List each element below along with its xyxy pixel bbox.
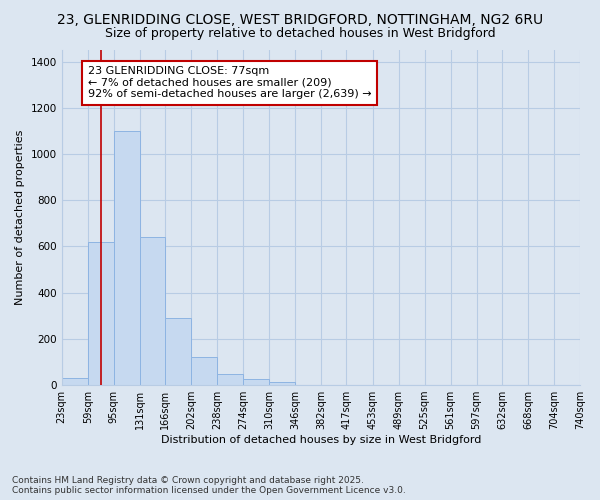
Bar <box>114 131 140 385</box>
Bar <box>243 380 269 385</box>
Bar <box>269 382 295 385</box>
Text: Size of property relative to detached houses in West Bridgford: Size of property relative to detached ho… <box>104 28 496 40</box>
Text: Contains HM Land Registry data © Crown copyright and database right 2025.
Contai: Contains HM Land Registry data © Crown c… <box>12 476 406 495</box>
Text: 23 GLENRIDDING CLOSE: 77sqm
← 7% of detached houses are smaller (209)
92% of sem: 23 GLENRIDDING CLOSE: 77sqm ← 7% of deta… <box>88 66 371 100</box>
Bar <box>62 378 88 385</box>
Bar <box>165 318 191 385</box>
Bar <box>217 374 243 385</box>
Text: 23, GLENRIDDING CLOSE, WEST BRIDGFORD, NOTTINGHAM, NG2 6RU: 23, GLENRIDDING CLOSE, WEST BRIDGFORD, N… <box>57 12 543 26</box>
Bar <box>140 237 165 385</box>
Y-axis label: Number of detached properties: Number of detached properties <box>15 130 25 305</box>
Bar <box>88 242 114 385</box>
X-axis label: Distribution of detached houses by size in West Bridgford: Distribution of detached houses by size … <box>161 435 481 445</box>
Bar <box>191 358 217 385</box>
